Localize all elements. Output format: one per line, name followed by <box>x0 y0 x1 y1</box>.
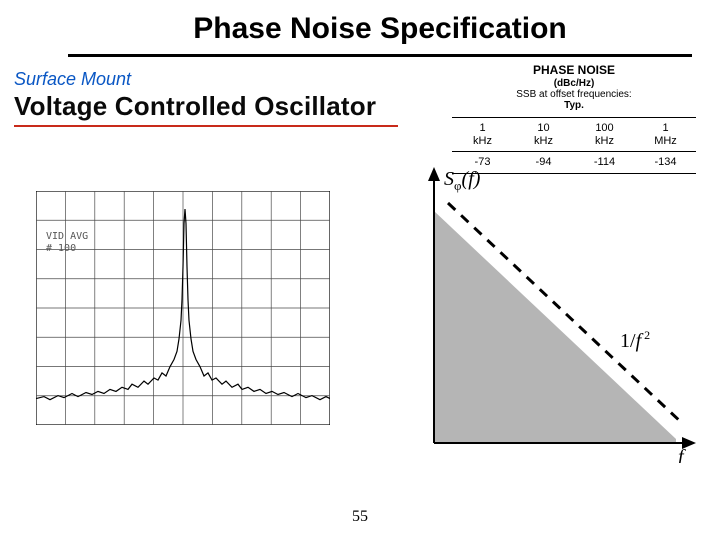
pn-freq-n: 1 <box>662 122 668 134</box>
surface-mount-label: Surface Mount <box>14 69 131 90</box>
page-number: 55 <box>0 508 720 526</box>
pn-freq-u: kHz <box>574 135 635 148</box>
spectrum-annot2: # 100 <box>46 243 76 254</box>
slope-plot: Sφ(f) 1/f 2 f <box>400 167 696 463</box>
pn-desc: SSB at offset frequencies: <box>452 89 696 100</box>
content-area: Surface Mount Voltage Controlled Oscilla… <box>0 57 720 507</box>
slope-label: 1/f 2 <box>620 328 650 352</box>
page-title: Phase Noise Specification <box>68 0 692 57</box>
pn-typ: Typ. <box>452 100 696 111</box>
red-rule <box>14 125 398 127</box>
pn-unit: (dBc/Hz) <box>452 78 696 89</box>
pn-freq-cell: 100kHz <box>574 122 635 147</box>
slope-y-label: Sφ(f) <box>444 168 481 193</box>
pn-freq-u: kHz <box>513 135 574 148</box>
x-axis-arrow-icon <box>682 437 696 449</box>
slope-fill <box>434 211 676 443</box>
phase-noise-table: PHASE NOISE (dBc/Hz) SSB at offset frequ… <box>452 63 696 174</box>
pn-title: PHASE NOISE <box>452 63 696 78</box>
pn-freq-n: 10 <box>537 122 549 134</box>
pn-freq-row: 1kHz 10kHz 100kHz 1MHz <box>452 117 696 147</box>
spectrum-plot: VID AVG # 100 <box>36 191 330 425</box>
slope-x-label: f <box>678 446 686 463</box>
vco-heading: Voltage Controlled Oscillator <box>14 91 376 122</box>
pn-freq-cell: 1MHz <box>635 122 696 147</box>
pn-freq-u: MHz <box>635 135 696 148</box>
spectrum-annot1: VID AVG <box>46 231 88 242</box>
pn-freq-u: kHz <box>452 135 513 148</box>
y-axis-arrow-icon <box>428 167 440 181</box>
pn-freq-n: 100 <box>595 122 613 134</box>
pn-freq-n: 1 <box>479 122 485 134</box>
pn-freq-cell: 10kHz <box>513 122 574 147</box>
pn-freq-cell: 1kHz <box>452 122 513 147</box>
